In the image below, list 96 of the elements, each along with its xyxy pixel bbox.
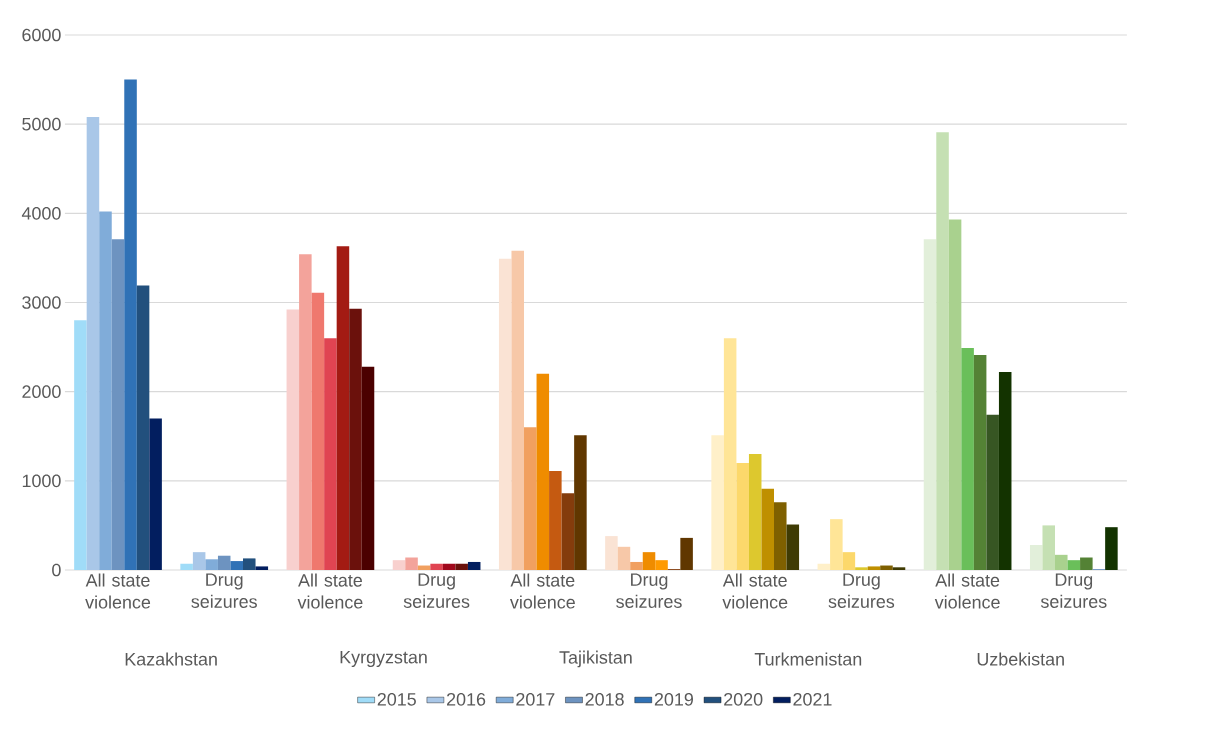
bar bbox=[655, 560, 668, 570]
bar bbox=[892, 567, 906, 570]
legend-label: 2016 bbox=[447, 692, 486, 706]
bar bbox=[574, 435, 587, 570]
bar bbox=[217, 555, 231, 570]
bar bbox=[192, 552, 206, 570]
bar bbox=[748, 454, 762, 570]
bar bbox=[605, 536, 618, 570]
bar bbox=[255, 566, 269, 570]
bar bbox=[986, 414, 999, 570]
bar bbox=[617, 546, 631, 570]
bar bbox=[973, 355, 987, 570]
bar bbox=[1055, 554, 1068, 570]
legend-label: 2021 bbox=[793, 692, 832, 706]
x-tick-label: Drug seizures bbox=[616, 573, 682, 608]
bar bbox=[511, 250, 525, 570]
bar bbox=[936, 132, 949, 570]
bar bbox=[180, 563, 193, 570]
bar bbox=[761, 488, 775, 570]
bar bbox=[923, 239, 937, 570]
legend-label: 2019 bbox=[654, 692, 693, 706]
bar bbox=[549, 471, 562, 570]
bar bbox=[349, 308, 362, 570]
y-tick-label: 6000 bbox=[22, 28, 61, 42]
bar bbox=[524, 427, 537, 570]
bar bbox=[536, 373, 550, 570]
bar bbox=[336, 246, 350, 570]
y-tick-label: 3000 bbox=[22, 296, 61, 309]
bar bbox=[498, 258, 512, 570]
bar bbox=[311, 292, 325, 570]
bar bbox=[830, 519, 843, 570]
bar bbox=[1029, 545, 1043, 570]
y-tick-label: 5000 bbox=[22, 117, 61, 131]
y-tick-label: 1000 bbox=[22, 474, 61, 488]
bar bbox=[442, 563, 456, 570]
bar bbox=[405, 557, 418, 570]
bar bbox=[723, 338, 737, 570]
y-tick-label: 0 bbox=[52, 563, 61, 577]
text: Tajikistan bbox=[559, 650, 632, 668]
bar bbox=[786, 524, 800, 570]
bar bbox=[998, 372, 1012, 570]
bar bbox=[299, 254, 312, 570]
bar bbox=[1080, 557, 1093, 570]
bar bbox=[561, 493, 575, 570]
x-tick-label: Drug seizures bbox=[403, 573, 470, 608]
bar bbox=[111, 239, 125, 570]
bar bbox=[880, 565, 893, 570]
bar bbox=[867, 566, 881, 570]
bar bbox=[680, 537, 693, 570]
bar bbox=[430, 563, 443, 570]
text: Turkmenistan bbox=[754, 652, 862, 666]
bar bbox=[205, 559, 218, 570]
bar bbox=[842, 552, 856, 570]
bar bbox=[124, 79, 137, 570]
bar bbox=[74, 320, 87, 570]
bar bbox=[392, 560, 406, 570]
text: Uzbekistan bbox=[977, 652, 1064, 666]
bar bbox=[817, 563, 831, 570]
bar bbox=[774, 502, 787, 570]
bar bbox=[455, 563, 468, 570]
bar bbox=[149, 418, 162, 570]
bar bbox=[642, 552, 656, 570]
bar bbox=[630, 561, 643, 570]
text: Kyrgyzstan bbox=[340, 650, 427, 668]
bar bbox=[711, 435, 724, 570]
bar bbox=[324, 338, 337, 570]
legend-label: 2015 bbox=[377, 692, 416, 706]
bar bbox=[230, 561, 244, 570]
bar bbox=[948, 219, 962, 570]
bar bbox=[736, 462, 749, 570]
bar bbox=[1105, 527, 1118, 570]
bar bbox=[99, 211, 112, 570]
x-tick-label: All state violence bbox=[297, 573, 363, 609]
y-tick-label: 2000 bbox=[22, 385, 61, 398]
text: Kazakhstan bbox=[125, 652, 217, 666]
x-tick-label: All state violence bbox=[722, 573, 788, 609]
bar bbox=[1042, 525, 1056, 570]
x-tick-label: Drug seizures bbox=[1040, 573, 1107, 608]
legend-label: 2018 bbox=[585, 692, 624, 706]
bar bbox=[855, 567, 868, 570]
bar bbox=[136, 285, 150, 570]
legend-label: 2017 bbox=[516, 692, 555, 706]
bar bbox=[286, 309, 300, 570]
x-tick-label: Drug seizures bbox=[828, 573, 895, 608]
legend-label: 2020 bbox=[724, 692, 763, 706]
bar bbox=[243, 558, 256, 570]
bar bbox=[1067, 560, 1081, 570]
x-tick-label: All state violence bbox=[85, 573, 151, 609]
x-tick-label: All state violence bbox=[934, 573, 1000, 609]
bar bbox=[361, 366, 375, 570]
bar bbox=[467, 561, 481, 570]
bar bbox=[961, 347, 974, 570]
x-tick-label: All state violence bbox=[509, 573, 575, 609]
x-tick-label: Drug seizures bbox=[191, 573, 257, 608]
y-tick-label: 4000 bbox=[21, 206, 61, 220]
bar bbox=[86, 117, 100, 570]
